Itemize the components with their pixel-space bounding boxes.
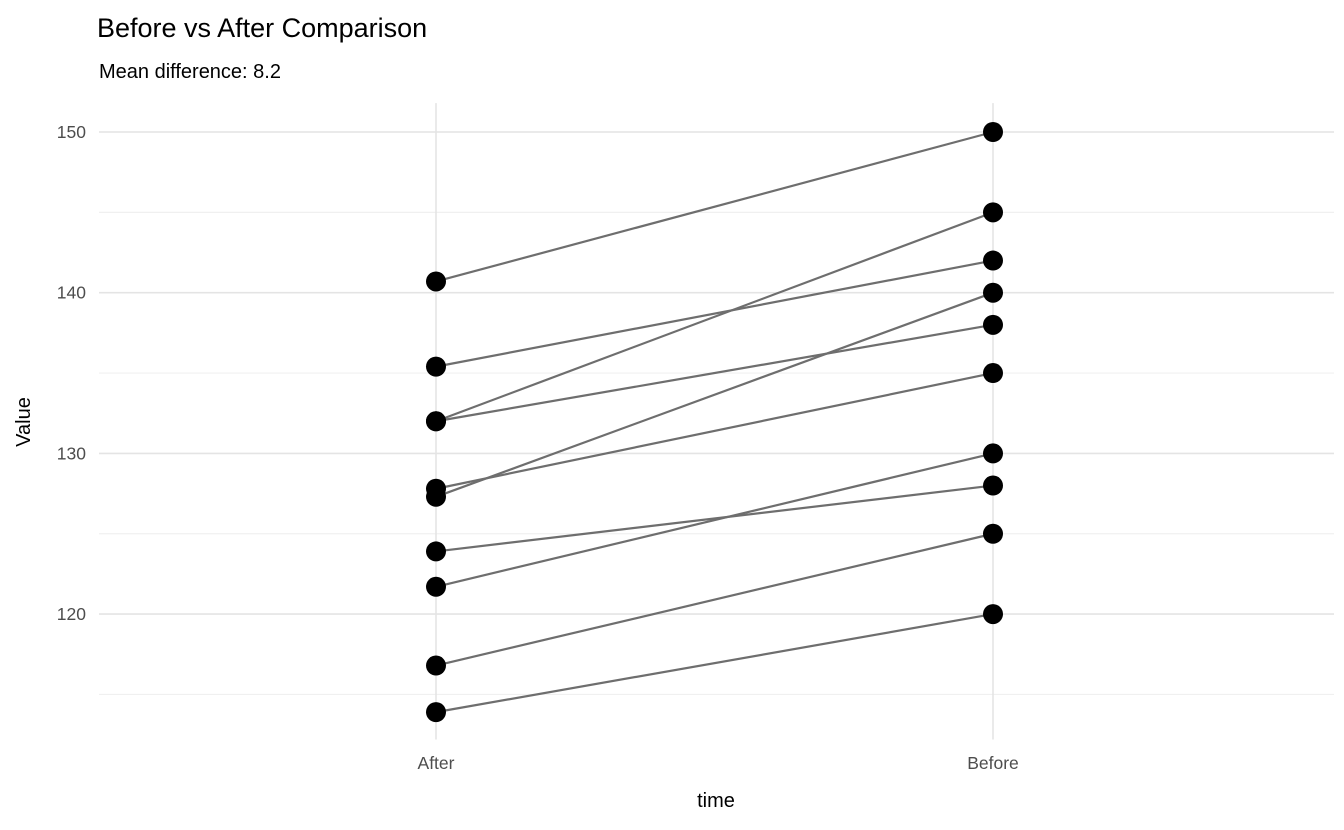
pair-line [435, 484, 994, 553]
data-point-before [983, 523, 1003, 544]
pair-line [435, 130, 994, 283]
data-point-before [983, 604, 1003, 625]
x-tick-label: Before [967, 753, 1019, 773]
pair-line [435, 211, 994, 423]
data-point-after [426, 541, 446, 562]
data-point-before [983, 443, 1003, 464]
x-axis-tick-labels: After Before [418, 753, 1019, 773]
data-point-after [426, 576, 446, 597]
data-point-before [983, 314, 1003, 335]
pair-line [435, 532, 994, 667]
pair-line [435, 323, 994, 423]
pair-lines [435, 130, 994, 714]
x-axis-title: time [697, 790, 735, 812]
data-point-before [983, 282, 1003, 303]
data-point-before [983, 250, 1003, 271]
chart-subtitle: Mean difference: 8.2 [99, 61, 281, 83]
y-tick-label: 120 [57, 604, 86, 624]
chart-title: Before vs After Comparison [97, 13, 427, 43]
data-point-after [426, 478, 446, 499]
y-tick-label: 150 [57, 122, 86, 142]
y-axis-title: Value [13, 397, 35, 447]
gridlines-vertical [435, 103, 994, 740]
gridlines-major [99, 131, 1334, 615]
data-point-after [426, 411, 446, 432]
pair-line [435, 259, 994, 368]
pair-line [435, 452, 994, 588]
data-point-after [426, 702, 446, 723]
y-tick-label: 140 [57, 283, 86, 303]
data-point-before [983, 122, 1003, 142]
data-point-after [426, 655, 446, 676]
data-point-after [426, 356, 446, 377]
y-tick-label: 130 [57, 443, 86, 463]
pair-line [435, 291, 994, 498]
data-point-before [983, 475, 1003, 496]
data-point-after [426, 271, 446, 292]
y-axis-tick-labels: 120 130 140 150 [57, 122, 86, 624]
pair-line [435, 371, 994, 490]
data-points [426, 122, 1003, 723]
pair-line [435, 613, 994, 714]
data-point-before [983, 363, 1003, 384]
x-tick-label: After [418, 753, 455, 773]
data-point-before [983, 202, 1003, 223]
